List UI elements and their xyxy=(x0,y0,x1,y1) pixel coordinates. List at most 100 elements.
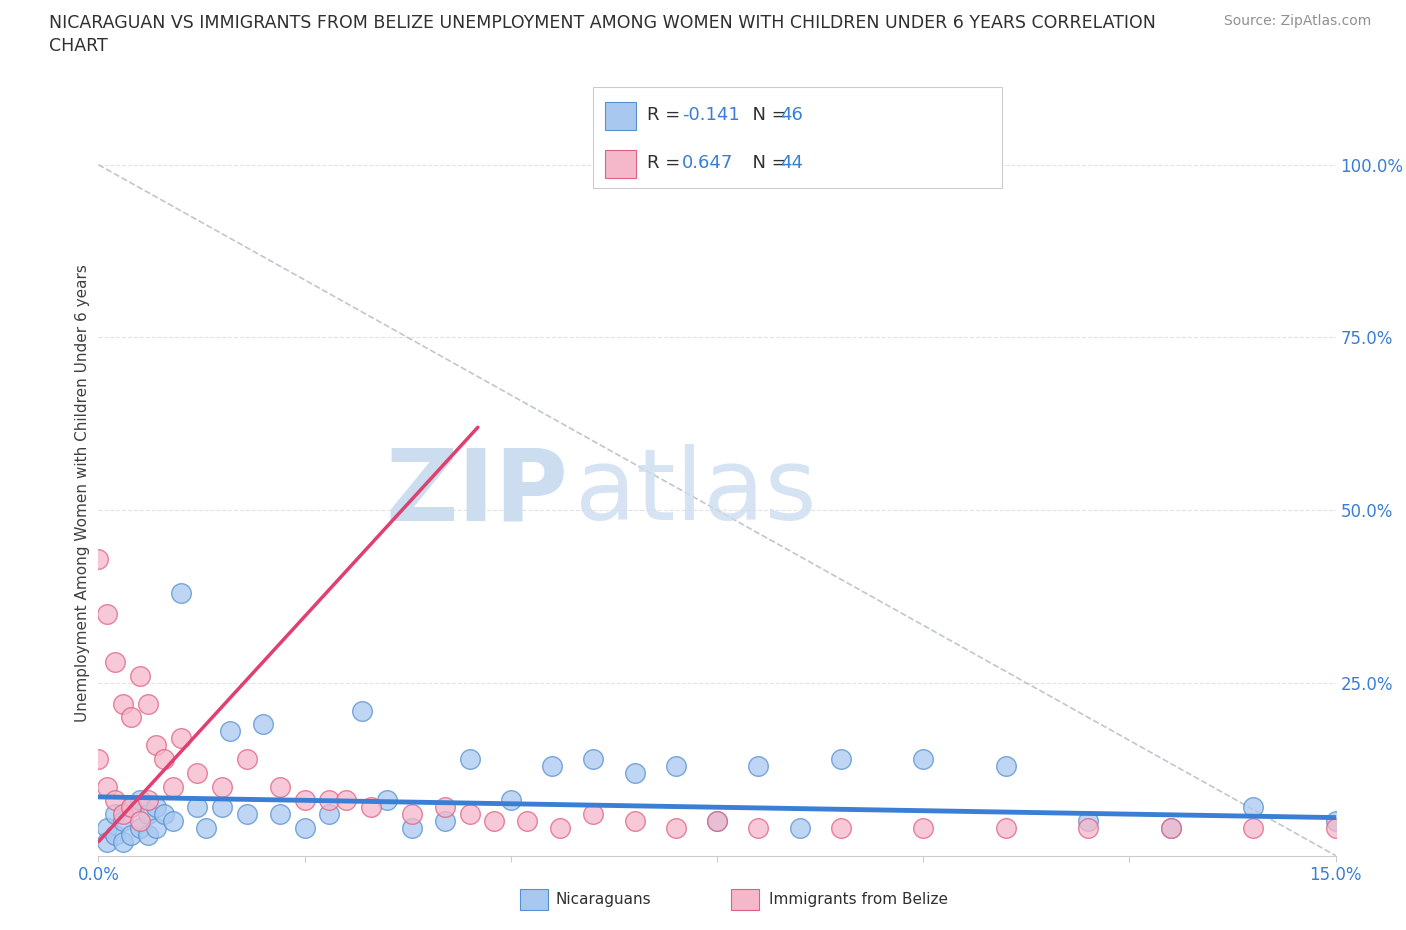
Point xyxy=(145,820,167,835)
Point xyxy=(194,820,217,835)
Point xyxy=(484,814,506,829)
Text: R =: R = xyxy=(647,106,686,124)
Point xyxy=(1077,820,1099,835)
Point xyxy=(499,793,522,808)
Point xyxy=(458,806,481,821)
Text: Immigrants from Belize: Immigrants from Belize xyxy=(769,892,948,907)
Text: atlas: atlas xyxy=(575,445,817,541)
Point xyxy=(112,806,135,821)
Point xyxy=(170,731,193,746)
Point xyxy=(162,814,184,829)
Text: 46: 46 xyxy=(780,106,803,124)
Point xyxy=(96,606,118,621)
Point xyxy=(128,814,150,829)
Point xyxy=(1241,820,1264,835)
Point xyxy=(1160,820,1182,835)
Point xyxy=(582,806,605,821)
Point xyxy=(128,793,150,808)
Point xyxy=(352,703,374,718)
Point xyxy=(236,806,259,821)
Point xyxy=(830,820,852,835)
Point xyxy=(128,820,150,835)
Point xyxy=(96,820,118,835)
Point xyxy=(1241,800,1264,815)
Point xyxy=(401,806,423,821)
Point xyxy=(375,793,398,808)
Point xyxy=(747,820,769,835)
Point xyxy=(136,793,159,808)
Text: 44: 44 xyxy=(780,153,803,172)
Point xyxy=(623,814,645,829)
Point xyxy=(186,765,208,780)
Y-axis label: Unemployment Among Women with Children Under 6 years: Unemployment Among Women with Children U… xyxy=(75,264,90,722)
Point xyxy=(706,814,728,829)
Point xyxy=(1324,820,1347,835)
Point xyxy=(252,717,274,732)
Point xyxy=(136,828,159,843)
Text: 0.647: 0.647 xyxy=(682,153,734,172)
Point xyxy=(120,800,142,815)
Point xyxy=(104,828,127,843)
Point xyxy=(128,669,150,684)
Point xyxy=(912,820,935,835)
Text: -0.141: -0.141 xyxy=(682,106,740,124)
Point xyxy=(104,806,127,821)
Point xyxy=(541,758,564,773)
Text: Source: ZipAtlas.com: Source: ZipAtlas.com xyxy=(1223,14,1371,28)
Point xyxy=(294,793,316,808)
Text: CHART: CHART xyxy=(49,37,108,55)
Point xyxy=(211,800,233,815)
Point xyxy=(145,737,167,752)
Point xyxy=(458,751,481,766)
Text: Nicaraguans: Nicaraguans xyxy=(555,892,651,907)
Point xyxy=(433,814,456,829)
Point xyxy=(162,779,184,794)
Text: ZIP: ZIP xyxy=(385,445,568,541)
Point xyxy=(789,820,811,835)
Point xyxy=(706,814,728,829)
Point xyxy=(294,820,316,835)
Point xyxy=(269,779,291,794)
Point xyxy=(87,551,110,566)
Point xyxy=(112,697,135,711)
Point xyxy=(1324,814,1347,829)
Point xyxy=(830,751,852,766)
Point xyxy=(186,800,208,815)
Point xyxy=(120,828,142,843)
Point xyxy=(112,834,135,849)
Point xyxy=(211,779,233,794)
Point xyxy=(401,820,423,835)
Point xyxy=(516,814,538,829)
Point xyxy=(136,697,159,711)
Point xyxy=(96,834,118,849)
Point xyxy=(665,820,688,835)
Point xyxy=(994,820,1017,835)
Point xyxy=(582,751,605,766)
Point xyxy=(120,710,142,724)
Point xyxy=(136,806,159,821)
Text: R =: R = xyxy=(647,153,686,172)
Point xyxy=(112,814,135,829)
Point xyxy=(665,758,688,773)
Point xyxy=(360,800,382,815)
Text: N =: N = xyxy=(741,153,793,172)
Point xyxy=(87,751,110,766)
Point xyxy=(318,806,340,821)
Point xyxy=(623,765,645,780)
Text: NICARAGUAN VS IMMIGRANTS FROM BELIZE UNEMPLOYMENT AMONG WOMEN WITH CHILDREN UNDE: NICARAGUAN VS IMMIGRANTS FROM BELIZE UNE… xyxy=(49,14,1156,32)
Point xyxy=(269,806,291,821)
Point xyxy=(994,758,1017,773)
Point xyxy=(104,793,127,808)
Point xyxy=(219,724,242,738)
Point xyxy=(104,655,127,670)
Point xyxy=(170,586,193,601)
Point xyxy=(120,800,142,815)
Point xyxy=(912,751,935,766)
Point xyxy=(153,806,176,821)
Point xyxy=(96,779,118,794)
Point xyxy=(153,751,176,766)
Point xyxy=(1077,814,1099,829)
Point xyxy=(550,820,572,835)
Point xyxy=(335,793,357,808)
Point xyxy=(433,800,456,815)
